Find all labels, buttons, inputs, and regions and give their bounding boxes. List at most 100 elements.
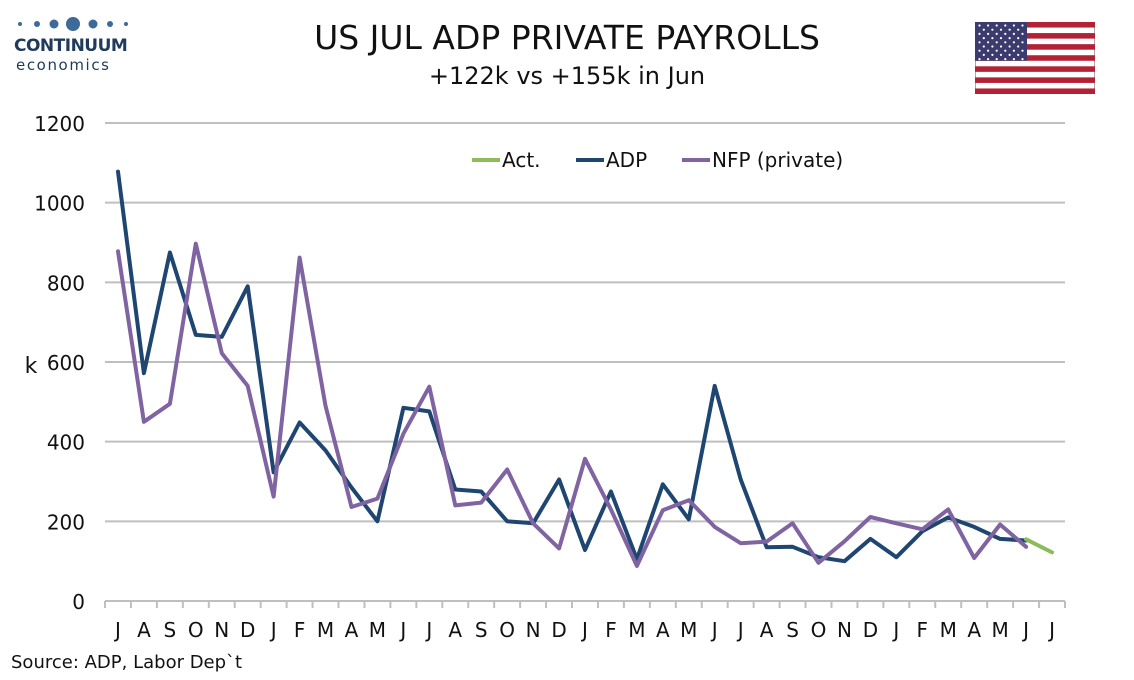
flag-star [999, 28, 1003, 31]
flag-star [995, 32, 998, 35]
y-tick-label: 0 [72, 590, 85, 614]
logo-dots-icon [18, 17, 128, 31]
flag-star [995, 49, 998, 52]
flag-star [1004, 24, 1007, 27]
flag-stripe [975, 22, 1095, 28]
flag-star [978, 49, 981, 52]
flag-star [1021, 41, 1024, 44]
x-tick-label: O [499, 618, 515, 642]
flag-star [987, 49, 990, 52]
flag-star [1008, 28, 1011, 31]
flag-star [1012, 58, 1015, 61]
flag-star [991, 45, 994, 48]
flag-star [1021, 32, 1024, 35]
x-tick-label: F [605, 618, 617, 642]
flag-star [995, 41, 998, 44]
flag-star [987, 58, 990, 61]
flag-star [1021, 24, 1024, 27]
flag-star [995, 24, 998, 27]
x-tick-label: J [269, 618, 277, 642]
flag-star [1008, 45, 1011, 48]
x-tick-label: J [424, 618, 432, 642]
x-tick-label: J [736, 618, 744, 642]
x-tick-label: A [448, 618, 462, 642]
flag-star [991, 28, 994, 31]
flag-star [1017, 45, 1020, 48]
flag-star [978, 58, 981, 61]
logo-word: CONTINUUM [14, 36, 128, 56]
flag-star [1008, 53, 1011, 56]
series-line-act [1024, 537, 1054, 555]
x-tick-label: M [680, 618, 697, 642]
flag-star [1012, 32, 1015, 35]
y-tick-label: 600 [47, 351, 85, 375]
chart-subtitle: +122k vs +155k in Jun [428, 62, 706, 90]
x-tick-label: M [369, 618, 386, 642]
flag-star [1021, 58, 1024, 61]
flag-star [999, 53, 1003, 56]
x-tick-label: O [188, 618, 204, 642]
x-tick-label: J [580, 618, 588, 642]
flag-star [982, 37, 985, 40]
flag-star [991, 37, 994, 40]
x-tick-label: J [710, 618, 718, 642]
source-note: Source: ADP, Labor Dep`t [11, 652, 243, 673]
flag-star [1004, 58, 1007, 61]
legend-label: Act. [502, 148, 541, 172]
x-tick-label: S [475, 618, 488, 642]
chart-title: US JUL ADP PRIVATE PAYROLLS [314, 18, 820, 57]
flag-star [1012, 49, 1015, 52]
x-tick-label: N [214, 618, 229, 642]
x-tick-label: D [551, 618, 566, 642]
x-tick-label: S [164, 618, 177, 642]
flag-star [1012, 41, 1015, 44]
x-tick-label: A [137, 618, 151, 642]
x-tick-label: A [345, 618, 359, 642]
flag-star [995, 58, 998, 61]
continuum-economics-logo: CONTINUUM economics [14, 14, 134, 76]
x-tick-label: D [863, 618, 878, 642]
us-flag-icon [975, 22, 1095, 94]
x-tick-label: M [992, 618, 1009, 642]
x-tick-label: A [656, 618, 670, 642]
flag-star [1004, 32, 1007, 35]
flag-star [1004, 49, 1007, 52]
y-tick-label: 400 [47, 431, 85, 455]
x-tick-label: F [294, 618, 306, 642]
flag-star [978, 41, 981, 44]
flag-star [982, 53, 985, 56]
flag-star [978, 32, 981, 35]
x-tick-label: J [891, 618, 899, 642]
x-tick-label: F [917, 618, 929, 642]
flag-star [982, 45, 985, 48]
flag-star [987, 24, 990, 27]
flag-star [987, 41, 990, 44]
y-tick-label: 200 [47, 510, 85, 534]
flag-star [1017, 28, 1020, 31]
flag-star [978, 24, 981, 27]
x-tick-label: S [786, 618, 799, 642]
x-tick-label: D [240, 618, 255, 642]
flag-stripe [975, 88, 1095, 94]
x-tick-label: M [940, 618, 957, 642]
y-tick-label: 1000 [34, 192, 85, 216]
x-tick-label: N [526, 618, 541, 642]
flag-star [1017, 37, 1020, 40]
flag-star [999, 45, 1003, 48]
flag-star [1012, 24, 1015, 27]
flag-stripe [975, 77, 1095, 83]
flag-stripe [975, 33, 1095, 39]
y-tick-label: 800 [47, 271, 85, 295]
x-tick-label: A [967, 618, 981, 642]
x-tick-label: O [811, 618, 827, 642]
x-tick-label: N [837, 618, 852, 642]
series-line-nfp-private [116, 241, 1029, 568]
x-tick-label: A [760, 618, 774, 642]
logo-subword: economics [16, 56, 111, 74]
flag-star [1021, 49, 1024, 52]
flag-stripe [975, 66, 1095, 72]
y-axis-label: k [25, 354, 38, 379]
x-tick-label: J [398, 618, 406, 642]
legend-label: ADP [606, 148, 647, 172]
